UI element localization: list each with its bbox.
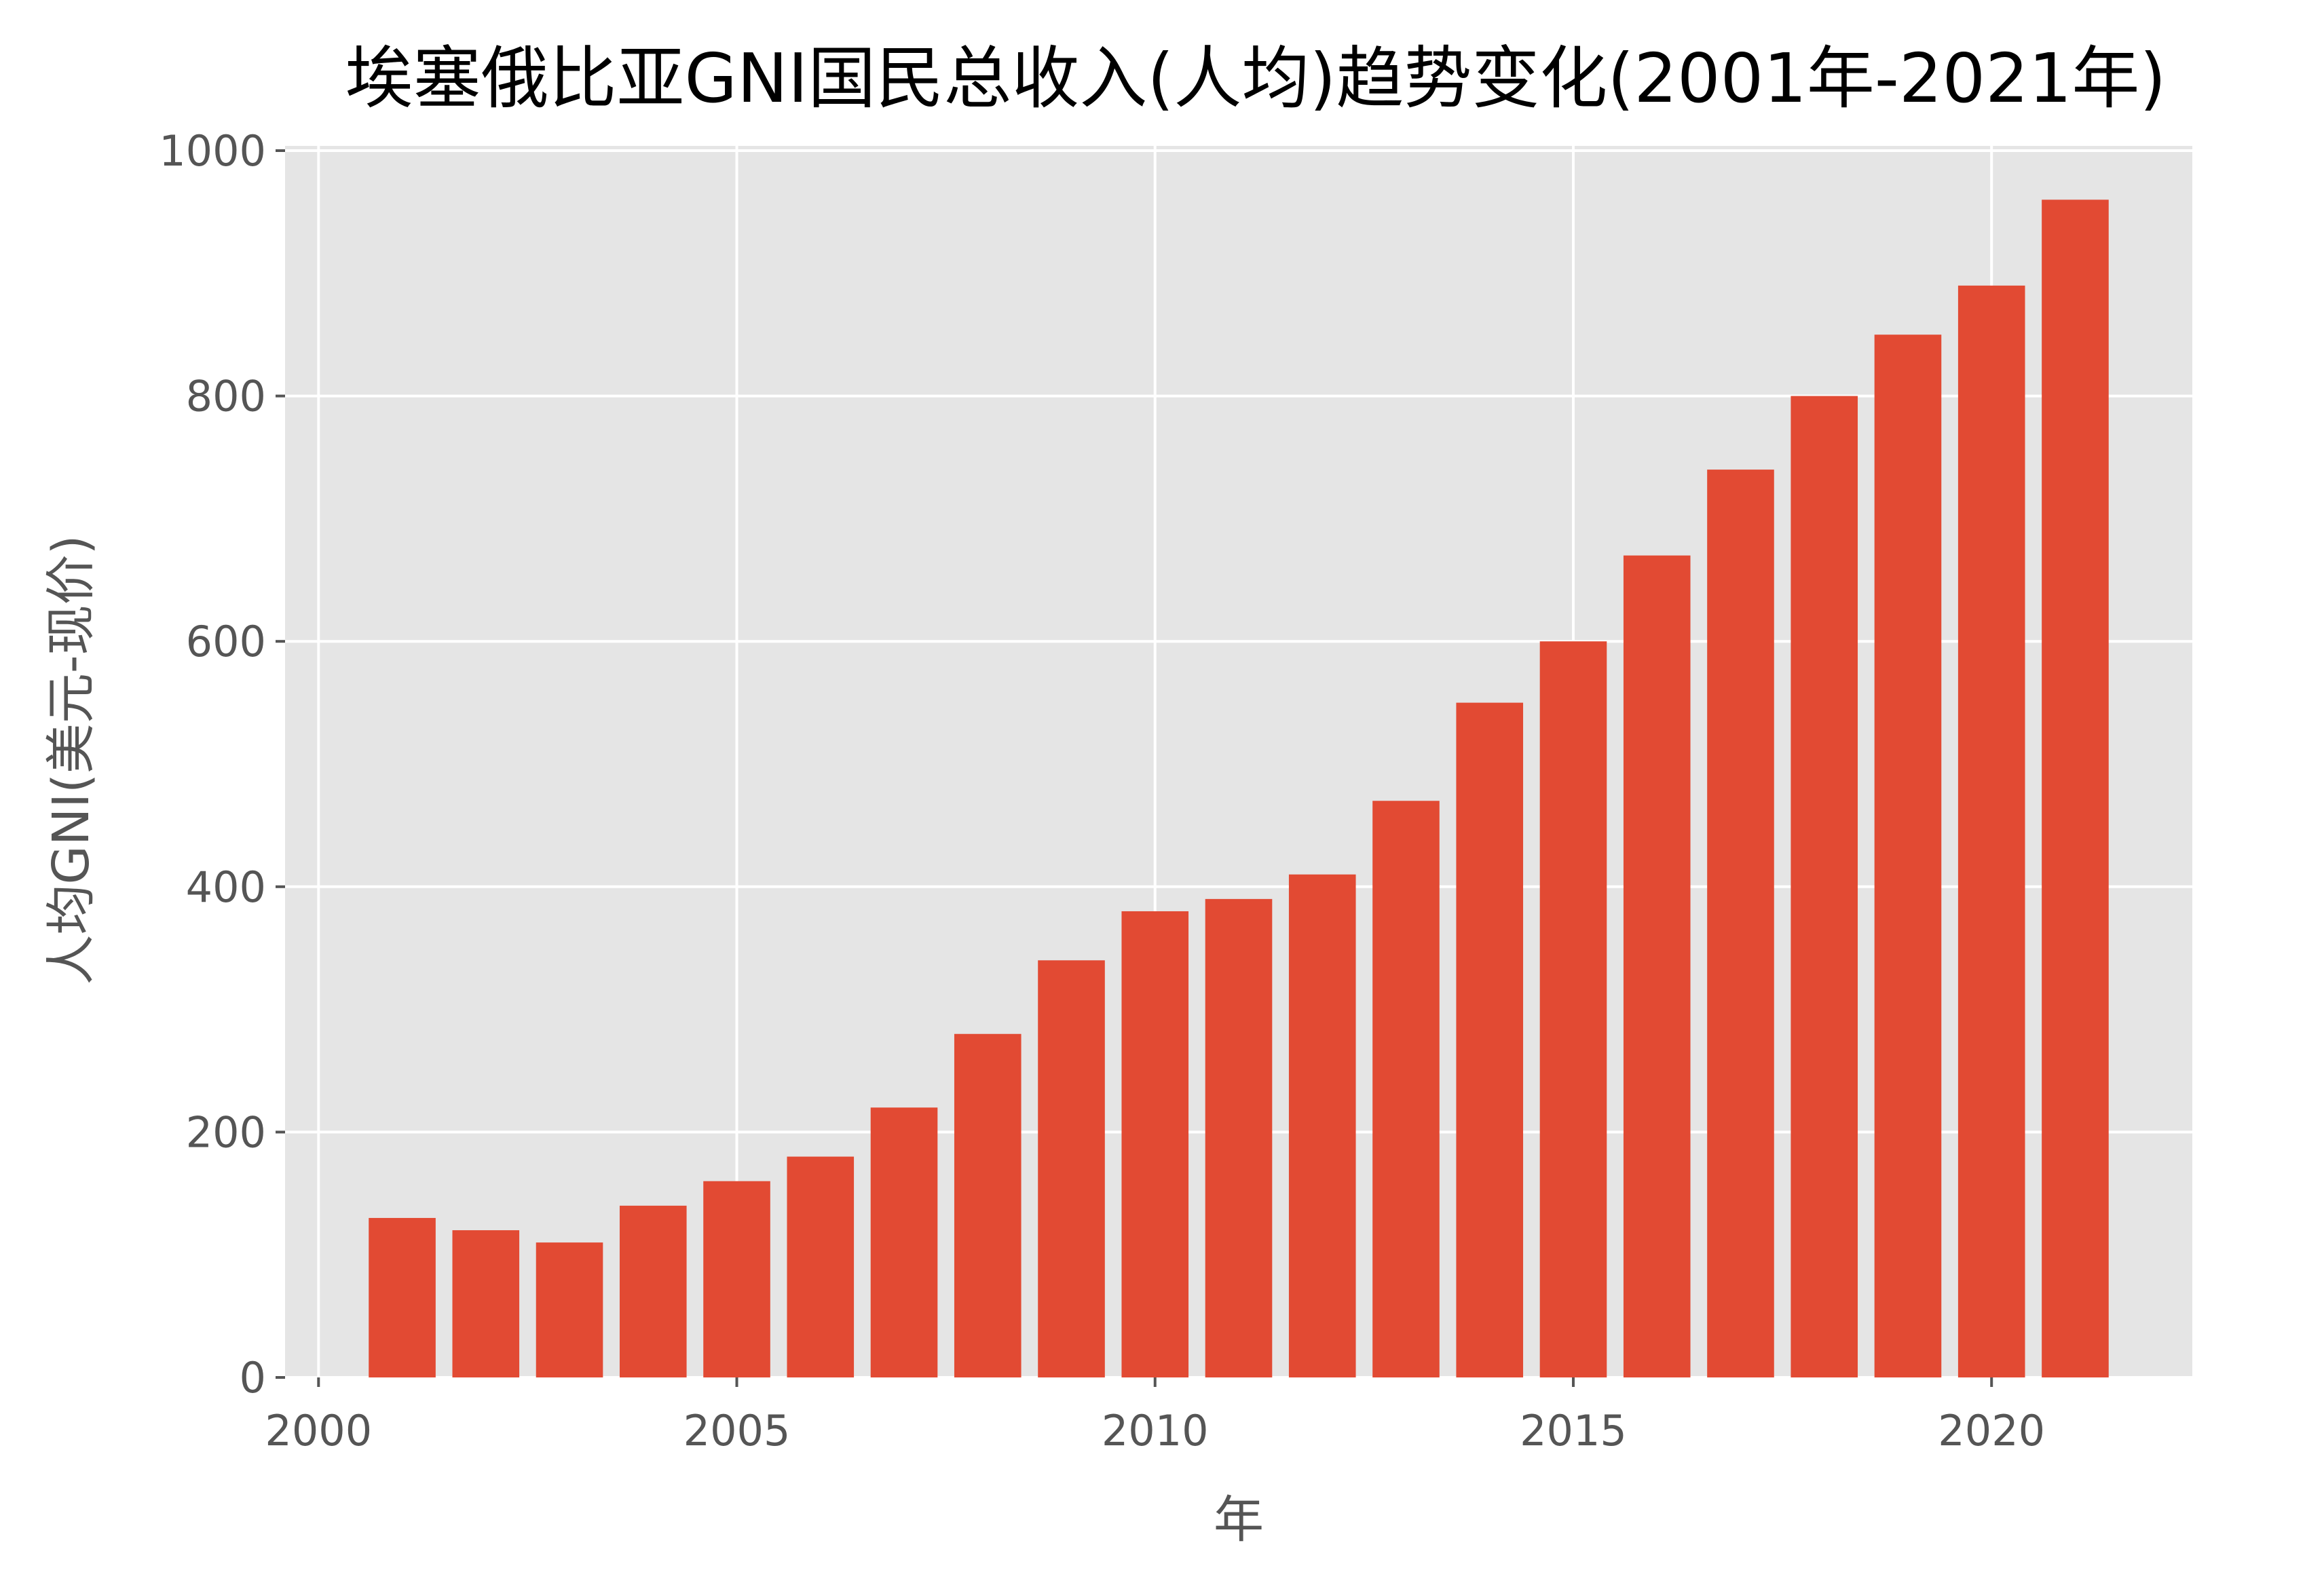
x-tick-label: 2015 xyxy=(1520,1406,1627,1455)
x-tick-label: 2010 xyxy=(1102,1406,1209,1455)
chart-title: 埃塞俄比亚GNI国民总收入(人均)趋势变化(2001年-2021年) xyxy=(345,39,2167,118)
bar-2013 xyxy=(1372,801,1440,1377)
x-axis-label: 年 xyxy=(1214,1491,1264,1549)
x-tick-label: 2020 xyxy=(1938,1406,2045,1455)
bar-2015 xyxy=(1539,641,1607,1378)
bar-2006 xyxy=(787,1156,855,1377)
bar-2001 xyxy=(369,1217,436,1377)
bar-2002 xyxy=(452,1230,520,1377)
bar-2007 xyxy=(870,1107,938,1377)
x-axis-ticks: 2000 2005 2010 2015 2020 xyxy=(265,1377,2045,1455)
y-tick-label: 200 xyxy=(186,1107,266,1157)
bar-2003 xyxy=(536,1242,603,1377)
bar-2017 xyxy=(1707,470,1774,1377)
y-axis-label: 人均GNI(美元-现价) xyxy=(42,535,100,985)
bar-2008 xyxy=(954,1033,1022,1377)
x-tick-label: 2000 xyxy=(265,1406,372,1455)
bar-2016 xyxy=(1623,555,1691,1377)
bar-2012 xyxy=(1288,874,1356,1377)
bar-2011 xyxy=(1205,898,1273,1377)
bar-2010 xyxy=(1121,911,1189,1377)
bar-2021 xyxy=(2042,199,2109,1377)
y-tick-label: 400 xyxy=(186,862,266,912)
bar-2005 xyxy=(703,1181,770,1377)
bar-2020 xyxy=(1957,285,2025,1377)
bar-2014 xyxy=(1456,702,1524,1377)
bar-2019 xyxy=(1874,335,1942,1378)
bars xyxy=(369,199,2109,1378)
bar-2009 xyxy=(1038,960,1105,1377)
x-tick-label: 2005 xyxy=(683,1406,791,1455)
y-tick-label: 0 xyxy=(240,1353,266,1403)
bar-2018 xyxy=(1791,396,1858,1377)
y-tick-label: 800 xyxy=(186,372,266,421)
bar-2004 xyxy=(619,1205,687,1377)
y-axis-ticks: 0 200 400 600 800 1000 xyxy=(159,126,285,1403)
y-tick-label: 1000 xyxy=(159,126,266,176)
y-tick-label: 600 xyxy=(186,617,266,666)
